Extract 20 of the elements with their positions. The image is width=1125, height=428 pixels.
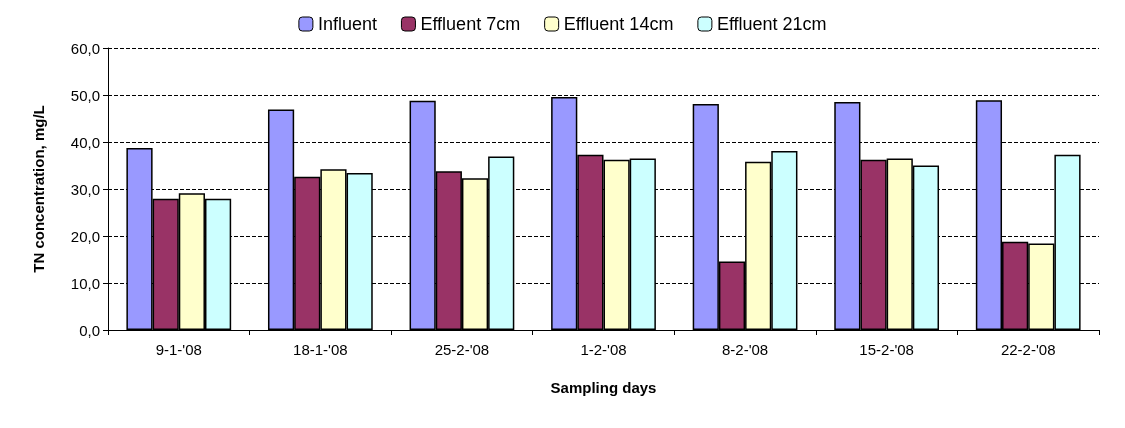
- legend-label: Influent: [317, 14, 377, 34]
- y-tick-label: 60,0: [70, 39, 100, 57]
- y-tick-label: 40,0: [70, 133, 100, 151]
- x-tick-label: 18-1-'08: [293, 341, 348, 358]
- legend-label: Effluent 21cm: [716, 14, 827, 34]
- y-axis-title: TN concentration, mg/L: [30, 105, 47, 273]
- x-tick-label: 15-2-'08: [859, 341, 914, 358]
- legend-label: Effluent 14cm: [563, 14, 674, 34]
- x-tick-label: 22-2-'08: [1000, 341, 1056, 358]
- y-tick-label: 30,0: [70, 180, 100, 198]
- y-tick-label: 0,0: [79, 321, 100, 339]
- y-tick-label: 50,0: [70, 86, 100, 104]
- x-tick-label: 25-2-'08: [434, 341, 490, 358]
- x-tick-label: 1-2-'08: [580, 341, 627, 358]
- y-tick-label: 20,0: [70, 227, 100, 245]
- x-axis-title: Sampling days: [550, 379, 657, 396]
- y-tick-label: 10,0: [70, 274, 100, 292]
- legend-label: Effluent 7cm: [420, 14, 521, 34]
- x-tick-label: 9-1-'08: [155, 341, 202, 358]
- x-tick-label: 8-2-'08: [721, 341, 769, 358]
